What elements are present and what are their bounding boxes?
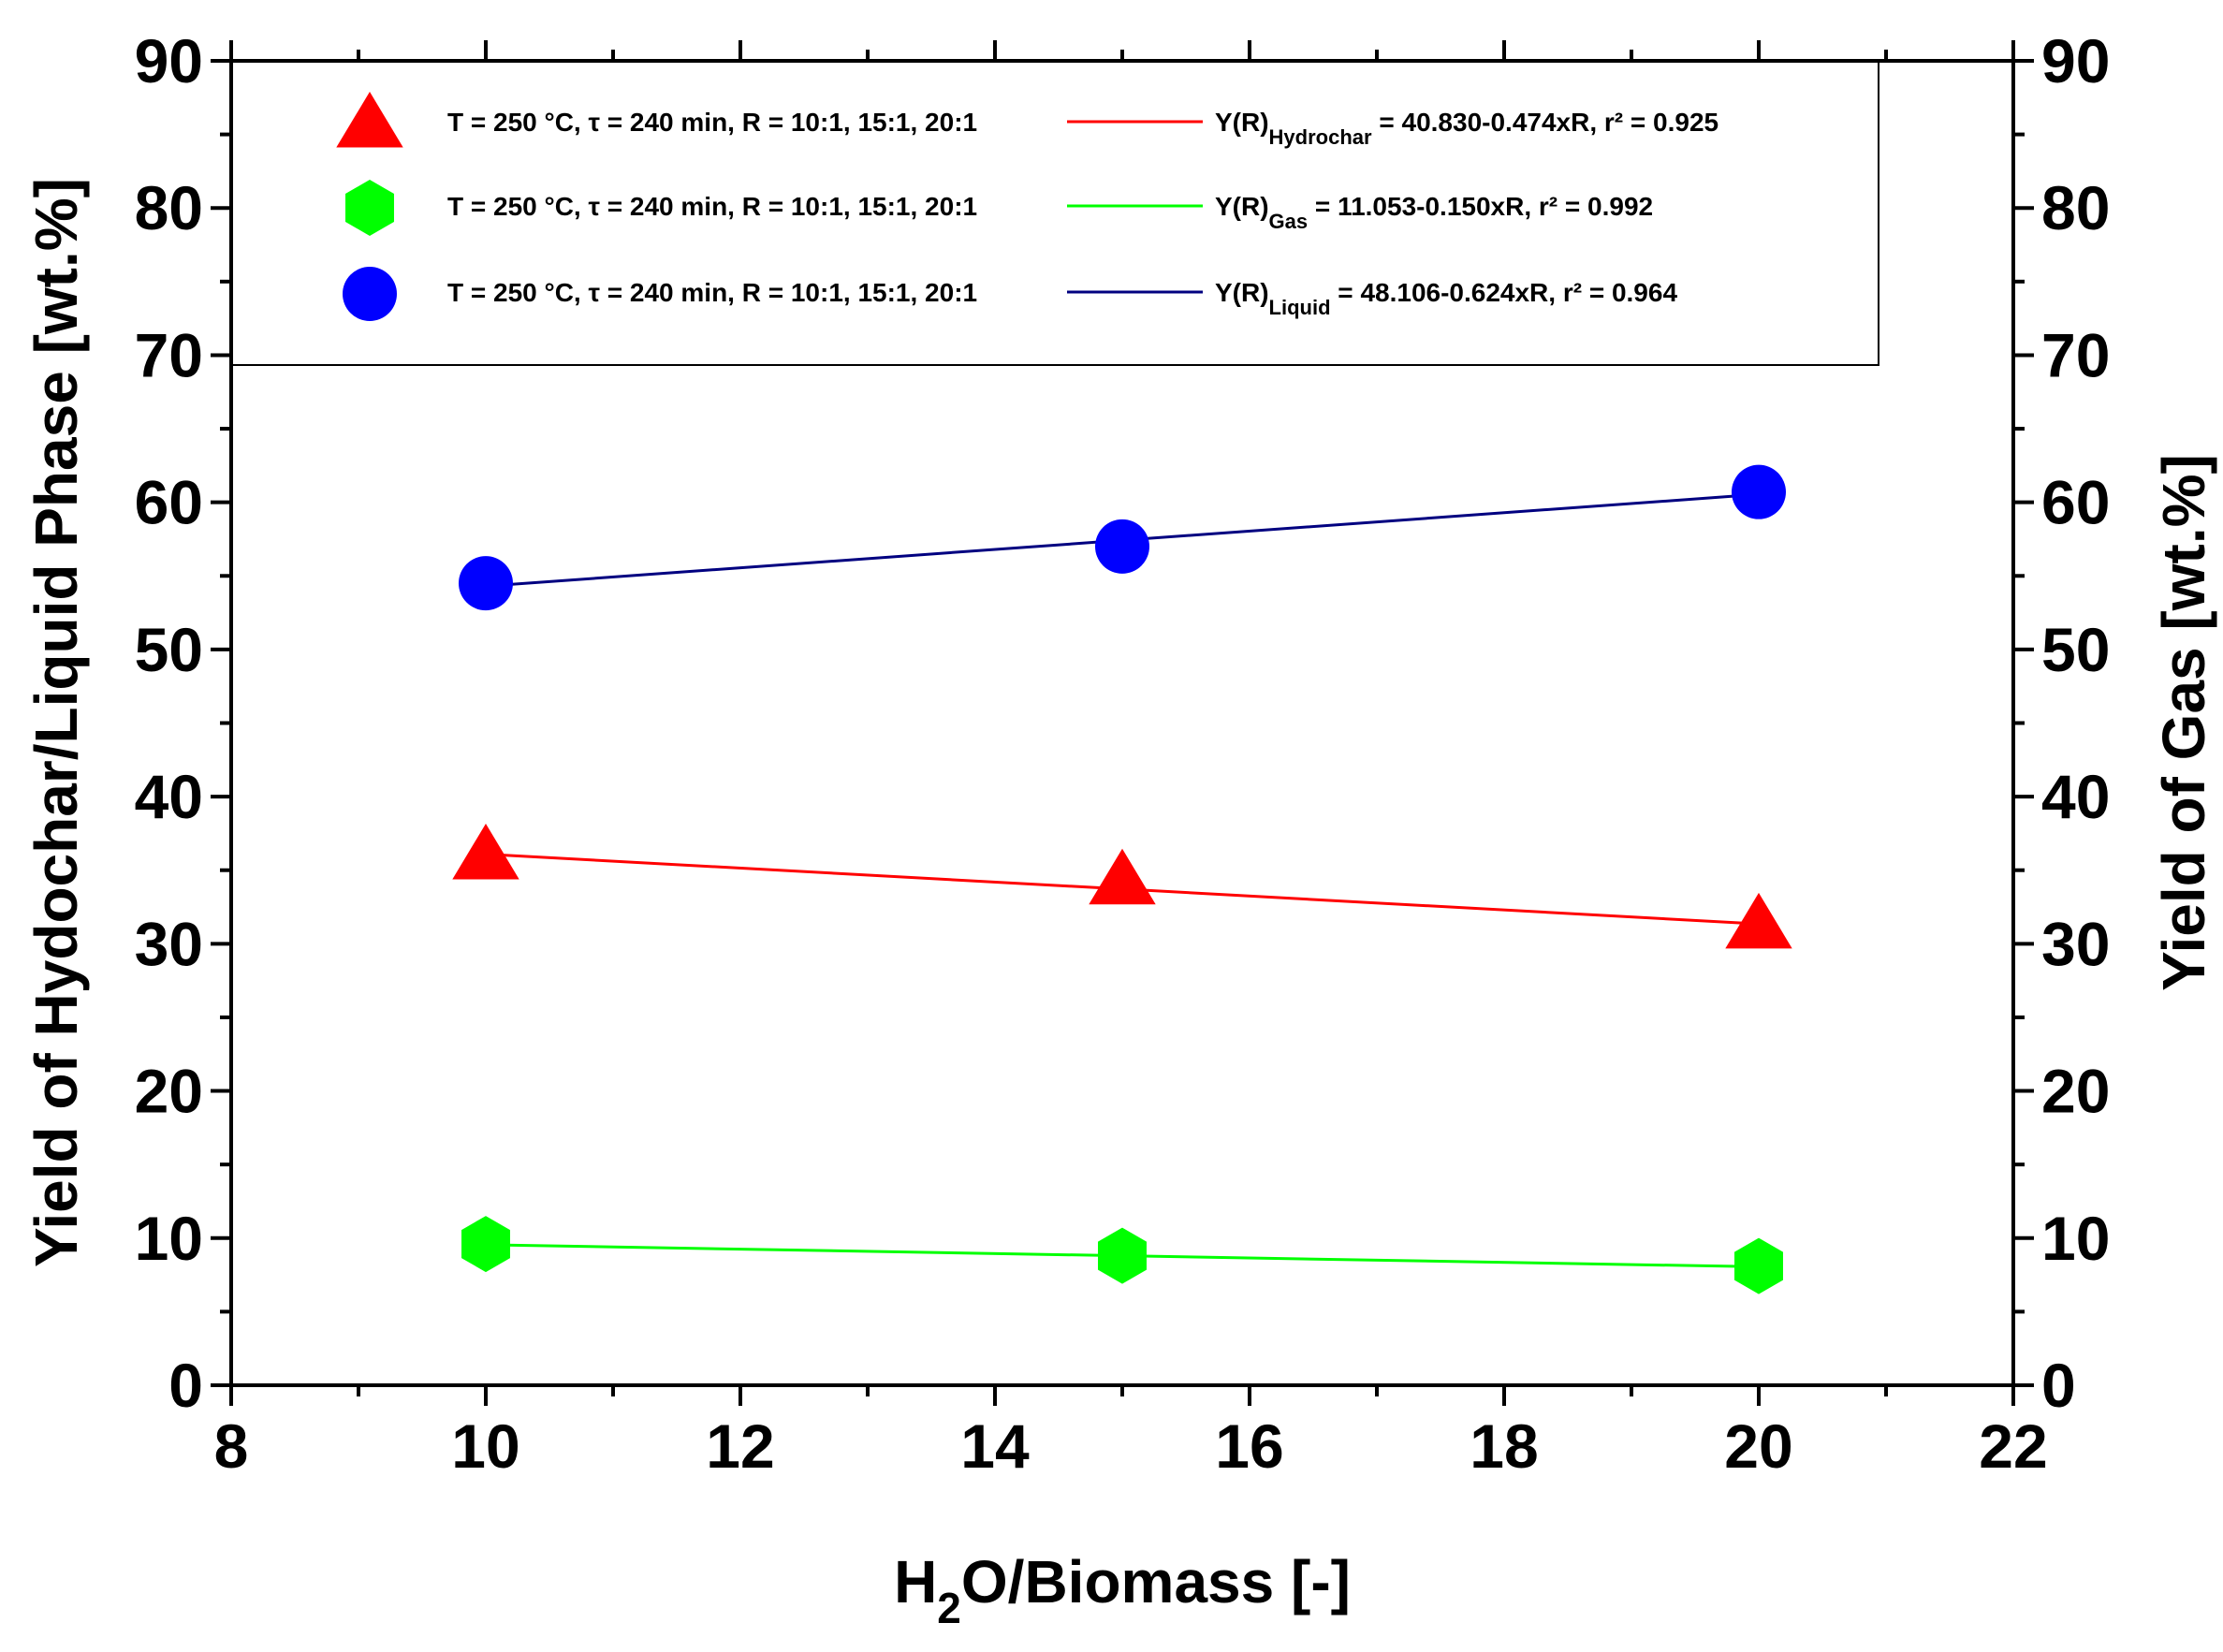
legend-marker-label: T = 250 °C, τ = 240 min, R = 10:1, 15:1,… xyxy=(447,108,977,137)
data-point-liquid xyxy=(459,556,513,611)
x-tick-label: 10 xyxy=(451,1411,519,1481)
x-tick-label: 8 xyxy=(214,1411,249,1481)
y-left-tick-label: 10 xyxy=(135,1204,203,1273)
y-right-tick-label: 30 xyxy=(2041,909,2110,978)
data-point-gas xyxy=(1098,1227,1147,1284)
legend-fit-equation: Y(R)Gas = 11.053-0.150xR, r² = 0.992 xyxy=(1215,192,1653,233)
y-left-tick-label: 80 xyxy=(135,173,203,242)
legend-marker-gas xyxy=(345,180,394,236)
x-tick-label: 14 xyxy=(960,1411,1030,1481)
y-left-tick-label: 50 xyxy=(135,615,203,684)
y-axis-title-right: Yield of Gas [wt.%] xyxy=(2150,454,2217,991)
y-right-tick-label: 40 xyxy=(2041,762,2110,831)
data-point-liquid xyxy=(1095,519,1149,574)
legend-marker-hydrochar xyxy=(336,92,403,148)
plot-frame xyxy=(229,59,2015,1387)
legend: T = 250 °C, τ = 240 min, R = 10:1, 15:1,… xyxy=(230,60,1879,366)
y-left-tick-label: 20 xyxy=(135,1057,203,1126)
x-tick-label: 20 xyxy=(1724,1411,1792,1481)
x-tick-label: 12 xyxy=(706,1411,774,1481)
x-tick-label: 18 xyxy=(1470,1411,1538,1481)
y-left-tick-label: 0 xyxy=(168,1351,203,1420)
data-point-hydrochar xyxy=(1089,848,1156,905)
data-point-gas xyxy=(1734,1237,1783,1294)
legend-marker-liquid xyxy=(343,267,397,321)
legend-frame xyxy=(230,60,1879,366)
data-markers xyxy=(452,464,1792,1294)
y-right-tick-label: 0 xyxy=(2041,1351,2076,1420)
data-point-gas xyxy=(461,1216,510,1273)
data-point-hydrochar xyxy=(1725,892,1792,949)
x-axis-title: H2O/Biomass [-] xyxy=(894,1548,1351,1632)
y-left-tick-label: 40 xyxy=(135,762,203,831)
y-right-tick-label: 60 xyxy=(2041,468,2110,537)
legend-fit-equation: Y(R)Hydrochar = 40.830-0.474xR, r² = 0.9… xyxy=(1215,108,1718,149)
x-tick-label: 16 xyxy=(1215,1411,1283,1481)
y-left-tick-label: 90 xyxy=(135,26,203,95)
y-right-tick-label: 50 xyxy=(2041,615,2110,684)
y-axis-title-left: Yield of Hydochar/Liquid Phase [wt.%] xyxy=(22,178,90,1267)
y-right-tick-label: 20 xyxy=(2041,1057,2110,1126)
y-right-tick-label: 90 xyxy=(2041,26,2110,95)
y-left-tick-label: 60 xyxy=(135,468,203,537)
legend-marker-label: T = 250 °C, τ = 240 min, R = 10:1, 15:1,… xyxy=(447,278,977,307)
y-left-tick-label: 30 xyxy=(135,909,203,978)
x-tick-label: 22 xyxy=(1979,1411,2047,1481)
data-point-hydrochar xyxy=(452,824,519,880)
legend-fit-equation: Y(R)Liquid = 48.106-0.624xR, r² = 0.964 xyxy=(1215,278,1677,319)
y-right-tick-label: 70 xyxy=(2041,320,2110,389)
y-right-tick-label: 80 xyxy=(2041,173,2110,242)
y-right-tick-label: 10 xyxy=(2041,1204,2110,1273)
data-point-liquid xyxy=(1732,464,1786,519)
y-left-tick-label: 70 xyxy=(135,320,203,389)
legend-marker-label: T = 250 °C, τ = 240 min, R = 10:1, 15:1,… xyxy=(447,192,977,221)
